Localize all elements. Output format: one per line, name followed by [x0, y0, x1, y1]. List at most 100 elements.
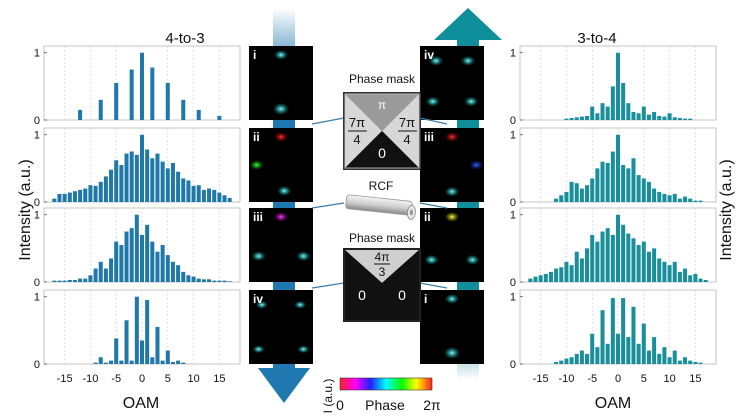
bar	[590, 333, 595, 364]
bar	[688, 118, 693, 120]
bar	[615, 134, 621, 202]
bar	[677, 198, 682, 202]
bar	[109, 169, 114, 202]
bar	[667, 113, 672, 120]
bar	[114, 160, 119, 202]
bar	[217, 115, 222, 120]
bar	[217, 192, 222, 202]
bar	[688, 198, 693, 202]
bar	[145, 300, 150, 364]
bar	[150, 67, 155, 120]
ring-core-fiber	[345, 194, 416, 220]
bar	[621, 224, 626, 282]
mode-image-left-4: iv	[249, 290, 313, 364]
bar	[646, 181, 651, 202]
bar	[672, 117, 677, 120]
bar	[150, 241, 155, 282]
bar	[667, 357, 672, 364]
image-label: iv	[253, 292, 263, 306]
bar	[610, 151, 615, 202]
bar	[227, 197, 232, 202]
chart-left-1: 01	[34, 45, 241, 127]
left-y-axis-label: Intensity (a.u.)	[17, 159, 34, 260]
bar	[212, 280, 217, 282]
bar	[574, 353, 579, 364]
mode-image-left-2: ii	[249, 128, 313, 202]
bar	[129, 151, 134, 202]
image-label: ii	[424, 210, 431, 224]
bar	[595, 168, 600, 202]
chart-left-4: 0 1 -15 -10 -5 0 5 10 15	[34, 289, 241, 385]
bar	[103, 268, 108, 282]
bar	[652, 188, 657, 202]
bar	[579, 188, 584, 202]
y-tick-label: 1	[510, 292, 516, 304]
bar	[693, 273, 698, 282]
bar	[683, 268, 688, 282]
bar	[129, 228, 134, 282]
bar	[72, 279, 77, 282]
chart-right-3: 01	[510, 207, 717, 289]
bar	[590, 178, 595, 202]
bar	[626, 168, 631, 202]
bar	[88, 185, 93, 202]
mask2-right-value: 0	[398, 287, 406, 303]
bar	[52, 198, 57, 202]
bar	[155, 153, 160, 202]
x-tick-label: -15	[533, 373, 549, 385]
mode-image-left-3: iii	[249, 208, 313, 282]
bar	[600, 231, 605, 282]
bar	[677, 360, 682, 364]
bar	[559, 267, 564, 282]
bar	[103, 176, 108, 202]
bar	[688, 275, 693, 282]
y-tick-label: 0	[510, 277, 516, 289]
bar	[201, 279, 206, 282]
y-tick-label: 0	[510, 197, 516, 209]
bar	[160, 360, 165, 364]
y-tick-label: 0	[510, 359, 516, 371]
bar	[564, 261, 569, 282]
bar	[683, 357, 688, 364]
bar	[662, 347, 667, 364]
bar	[93, 268, 98, 282]
bar	[662, 116, 667, 120]
x-tick-label: -15	[57, 373, 73, 385]
bar	[574, 117, 579, 120]
y-tick-label: 0	[34, 359, 40, 371]
bar	[631, 238, 636, 282]
bar	[57, 280, 62, 282]
chart-left-2: 01	[34, 127, 241, 209]
bar	[119, 165, 124, 202]
bar	[554, 198, 559, 202]
bar	[201, 189, 206, 202]
right-y-axis-label: Intensity (a.u.)	[718, 159, 735, 260]
bar	[667, 195, 672, 202]
bar	[641, 241, 646, 282]
bar	[605, 162, 610, 202]
bar	[98, 357, 103, 364]
bar	[569, 265, 574, 282]
bar	[533, 276, 538, 282]
bar	[698, 278, 703, 282]
bar	[600, 310, 605, 364]
chart-right-2: 01	[510, 127, 717, 209]
bar	[605, 343, 610, 364]
bar	[626, 233, 631, 282]
bar	[98, 261, 103, 282]
colorbar-min-label: 0	[336, 397, 344, 413]
bar	[119, 245, 124, 282]
bar	[150, 158, 155, 202]
bar	[196, 185, 201, 202]
bar	[672, 350, 677, 364]
bar	[548, 271, 553, 282]
bar	[590, 106, 595, 120]
bar	[139, 52, 145, 120]
y-tick-label: 1	[34, 130, 40, 142]
bar	[585, 185, 590, 202]
left-panel-title: 4-to-3	[165, 30, 204, 47]
bar	[688, 360, 693, 364]
bar	[672, 193, 677, 202]
x-tick-label: -10	[558, 373, 574, 385]
mask1-left-num: 7π	[349, 115, 365, 130]
